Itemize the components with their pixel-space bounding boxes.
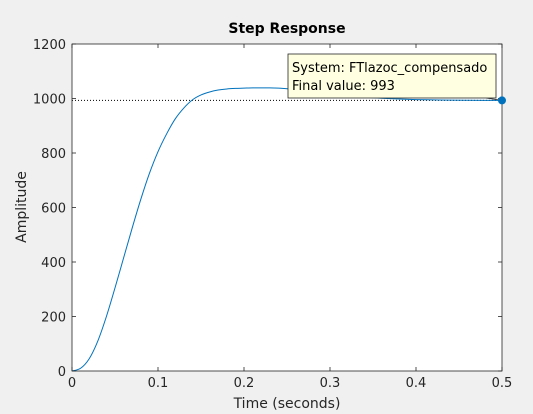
- chart-title: Step Response: [228, 21, 345, 37]
- datatip-final-value-label: Final value: 993: [292, 79, 395, 94]
- datatip-box[interactable]: [287, 53, 497, 99]
- x-axis-label: Time (seconds): [233, 396, 341, 412]
- y-tick-label: 400: [41, 256, 66, 271]
- datatip-system-label: System: FTlazoc_compensado: [292, 61, 487, 76]
- x-tick-label: 0.1: [148, 376, 169, 391]
- datatip[interactable]: System: FTlazoc_compensado Final value: …: [287, 53, 506, 105]
- x-tick-label: 0.5: [492, 376, 513, 391]
- x-tick-label: 0.4: [406, 376, 427, 391]
- y-axis-label: Amplitude: [14, 171, 30, 243]
- y-tick-label: 1000: [33, 93, 66, 108]
- step-response-line: [71, 87, 503, 372]
- y-tick-label: 200: [41, 311, 66, 326]
- y-tick-label: 1200: [33, 38, 66, 53]
- axes-background: [72, 44, 502, 371]
- y-tick-label: 600: [41, 202, 66, 217]
- x-tick-label: 0.2: [234, 376, 255, 391]
- x-tick-label: 0.3: [320, 376, 341, 391]
- y-tick-label: 0: [58, 365, 66, 380]
- y-tick-label: 800: [41, 147, 66, 162]
- datatip-marker[interactable]: [498, 96, 506, 105]
- x-tick-label: 0: [68, 376, 76, 391]
